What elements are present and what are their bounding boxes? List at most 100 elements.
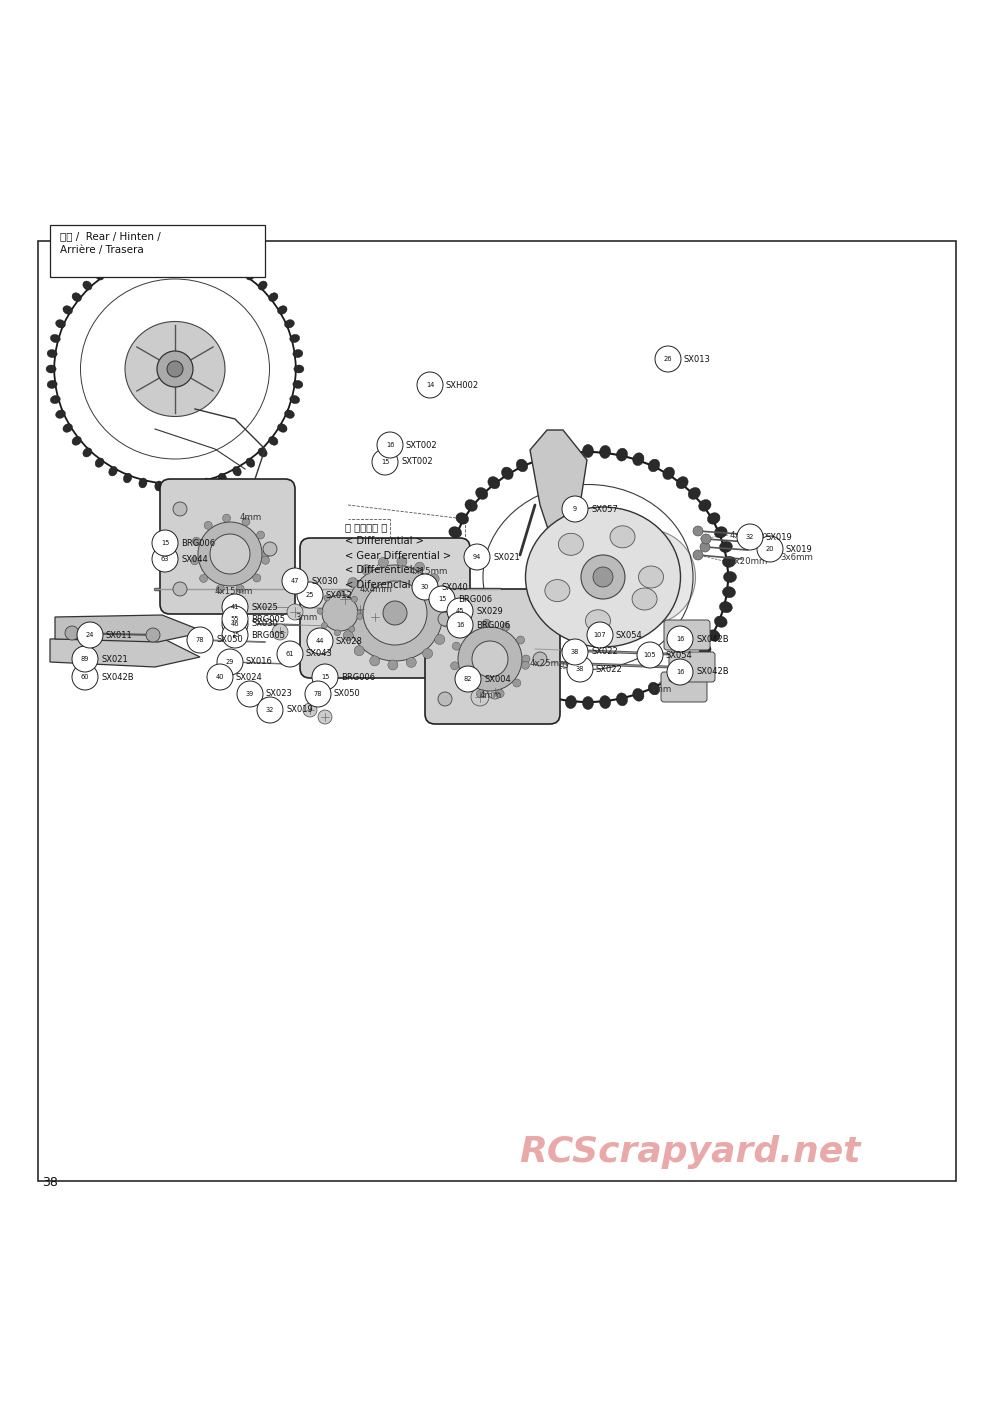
Ellipse shape [187, 481, 195, 491]
Text: 16: 16 [386, 443, 394, 448]
Circle shape [72, 665, 98, 690]
Circle shape [667, 659, 693, 684]
Circle shape [700, 542, 710, 551]
Circle shape [348, 577, 358, 588]
Ellipse shape [278, 424, 287, 433]
Text: SX044: SX044 [181, 554, 208, 564]
Circle shape [187, 626, 213, 653]
Circle shape [383, 601, 407, 625]
Ellipse shape [290, 334, 300, 342]
Circle shape [476, 690, 484, 697]
Ellipse shape [441, 556, 454, 567]
Text: SX016: SX016 [246, 658, 273, 666]
Circle shape [192, 537, 200, 546]
Text: SX050: SX050 [334, 690, 361, 699]
Text: 78: 78 [196, 636, 204, 643]
Ellipse shape [47, 380, 57, 389]
Ellipse shape [558, 533, 583, 556]
Circle shape [318, 710, 332, 724]
Circle shape [472, 641, 508, 677]
Circle shape [282, 568, 308, 594]
Text: 4x4mm: 4x4mm [360, 584, 393, 594]
Circle shape [77, 622, 103, 648]
Circle shape [307, 628, 333, 655]
Ellipse shape [616, 693, 628, 706]
Circle shape [693, 550, 703, 560]
Text: SX013: SX013 [684, 355, 711, 363]
Ellipse shape [585, 609, 610, 632]
Circle shape [222, 607, 248, 632]
Circle shape [363, 581, 427, 645]
Circle shape [439, 590, 449, 600]
Text: リヤ /  Rear / Hinten /
Arrière / Trasera: リヤ / Rear / Hinten / Arrière / Trasera [60, 230, 161, 255]
Circle shape [737, 525, 763, 550]
Ellipse shape [688, 655, 700, 666]
Ellipse shape [50, 396, 60, 403]
Text: 15: 15 [161, 540, 169, 546]
Text: 14: 14 [426, 382, 434, 387]
Text: SX019: SX019 [786, 544, 813, 553]
Ellipse shape [269, 437, 278, 445]
Circle shape [334, 629, 340, 636]
Ellipse shape [123, 474, 132, 484]
Circle shape [305, 682, 331, 707]
Text: 15: 15 [231, 632, 239, 638]
Ellipse shape [47, 349, 57, 358]
Ellipse shape [565, 445, 576, 458]
Circle shape [513, 679, 521, 687]
Ellipse shape [610, 526, 635, 547]
Text: 41: 41 [231, 604, 239, 609]
Ellipse shape [139, 250, 147, 260]
Circle shape [338, 612, 348, 622]
Text: 105: 105 [644, 652, 656, 658]
Ellipse shape [501, 467, 513, 479]
Text: SX054: SX054 [616, 631, 643, 639]
Text: SX043: SX043 [306, 649, 333, 659]
Text: BRG006: BRG006 [181, 539, 215, 547]
Text: SX025: SX025 [251, 602, 278, 611]
Circle shape [207, 665, 233, 690]
Ellipse shape [83, 448, 92, 457]
Ellipse shape [688, 488, 700, 499]
Text: 39: 39 [246, 691, 254, 697]
Text: SX042B: SX042B [696, 635, 729, 643]
Ellipse shape [600, 445, 611, 458]
Ellipse shape [203, 478, 211, 488]
Ellipse shape [285, 320, 294, 328]
Circle shape [262, 550, 270, 559]
Circle shape [455, 666, 481, 691]
Text: 4mm: 4mm [480, 691, 502, 700]
Text: 15: 15 [381, 460, 389, 465]
FancyBboxPatch shape [669, 652, 715, 682]
Ellipse shape [246, 458, 255, 467]
Circle shape [198, 522, 262, 585]
Text: SX012: SX012 [326, 591, 353, 600]
FancyBboxPatch shape [425, 590, 560, 724]
Ellipse shape [714, 617, 727, 628]
Circle shape [157, 351, 193, 387]
Circle shape [257, 697, 283, 723]
Ellipse shape [290, 396, 300, 403]
Ellipse shape [565, 696, 576, 708]
Circle shape [517, 636, 525, 643]
Circle shape [562, 639, 588, 665]
Text: BRG006: BRG006 [476, 621, 510, 629]
Text: 38: 38 [42, 1176, 58, 1189]
Circle shape [353, 602, 367, 617]
Circle shape [173, 502, 187, 516]
Circle shape [277, 641, 303, 667]
Circle shape [317, 608, 323, 614]
Text: SX057: SX057 [591, 505, 618, 513]
Circle shape [72, 646, 98, 672]
Text: SX050: SX050 [216, 635, 243, 645]
Text: 15: 15 [438, 595, 446, 602]
Circle shape [368, 609, 382, 624]
Text: 15: 15 [321, 674, 329, 680]
Ellipse shape [109, 467, 117, 477]
Circle shape [667, 626, 693, 652]
Circle shape [447, 598, 473, 624]
Circle shape [458, 626, 522, 691]
Text: RCScrapyard.net: RCScrapyard.net [519, 1135, 861, 1169]
Circle shape [438, 612, 452, 626]
Text: 4x20mm: 4x20mm [730, 530, 768, 540]
